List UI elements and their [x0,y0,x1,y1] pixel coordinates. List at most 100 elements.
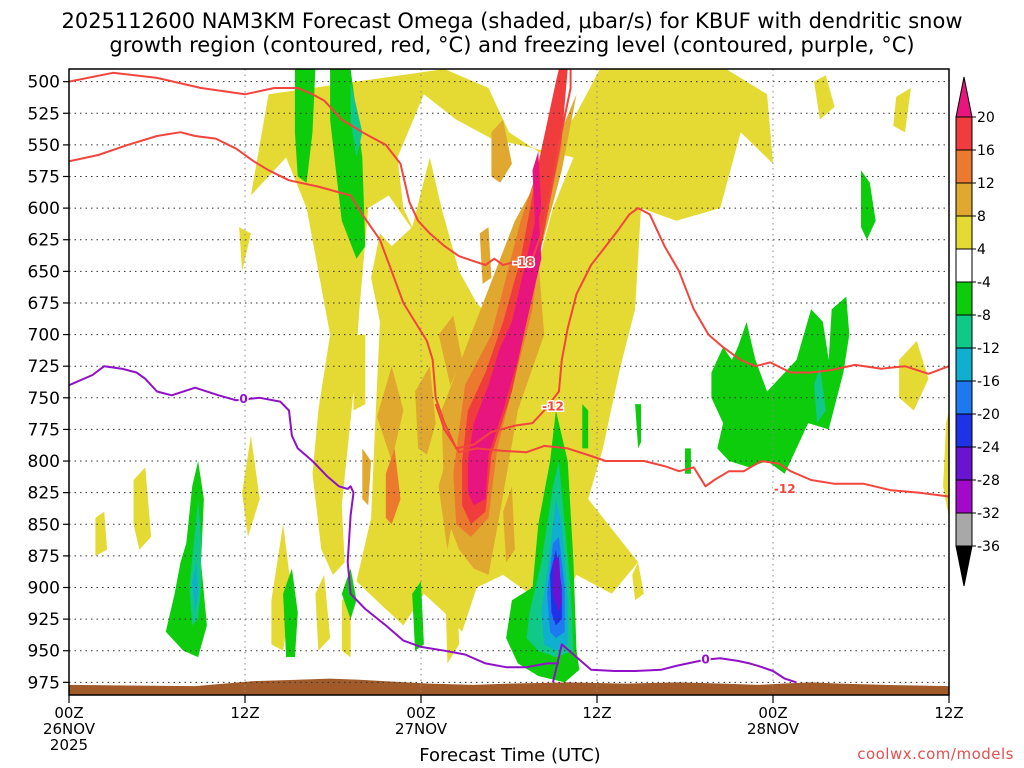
colorbar-label-3: 8 [977,209,986,225]
omega-region-49 [192,562,199,613]
omega-region-40 [711,296,850,474]
omega-region-12 [315,574,331,651]
omega-region-16 [632,562,644,601]
ytick-label-600: 600 [28,199,60,219]
chart-title-line-1: 2025112600 NAM3KM Forecast Omega (shaded… [61,9,963,33]
omega-region-30 [467,208,542,506]
omega-region-31 [532,151,542,234]
colorbar-box-11 [955,479,973,514]
omega-region-35 [283,568,298,658]
colorbar-label-11: -28 [977,473,1000,489]
omega-region-36 [341,568,357,620]
dgz-contour-label-2: -12 [774,482,796,496]
omega-region-8 [133,467,152,550]
ytick-label-900: 900 [28,579,60,599]
colorbar-label-5: -4 [977,275,991,291]
omega-region-28 [385,448,401,525]
ytick-label-725: 725 [28,357,60,377]
colorbar-box-3 [955,215,973,250]
colorbar-label-7: -12 [977,341,1000,357]
omega-region-42 [635,404,641,449]
grid-lines [69,69,949,695]
ytick-label-700: 700 [28,326,60,346]
colorbar-label-2: 12 [977,176,995,192]
credit-text[interactable]: coolwx.com/models [857,745,1014,763]
colorbar-label-1: 16 [977,143,995,159]
ytick-label-525: 525 [28,104,60,124]
ytick-label-650: 650 [28,262,60,282]
omega-region-45 [350,81,363,158]
colorbar-label-13: -36 [977,539,1000,555]
ytick-label-775: 775 [28,420,60,440]
omega-region-32 [294,69,316,183]
colorbar-box-4 [955,248,973,283]
omega-region-24 [479,227,492,284]
omega-region-1 [353,334,366,411]
omega-region-37 [412,581,424,651]
chart-title-line-2: growth region (contoured, red, °C) and f… [109,33,915,57]
colorbar-box-0 [955,116,973,151]
freezing-contour-1 [552,643,797,684]
omega-region-15 [444,536,460,664]
colorbar-box-8 [955,380,973,415]
colorbar-label-4: 4 [977,242,986,258]
xtick-label-0-1: 26NOV [43,720,96,738]
xtick-label-48-1: 28NOV [747,720,800,738]
x-axis-label: Forecast Time (UTC) [419,745,601,766]
dgz-contour-2 [434,403,949,498]
ytick-label-575: 575 [28,167,60,187]
dgz-contour-1 [69,131,949,450]
colorbar-label-12: -32 [977,506,1000,522]
omega-region-43 [685,448,691,474]
colorbar-box-12 [955,512,973,547]
colorbar-box-5 [955,281,973,316]
omega-region-6 [943,410,949,518]
xtick-label-24-1: 27NOV [395,720,448,738]
colorbar-box-6 [955,314,973,349]
freezing-contour-label-1: 0 [701,653,709,667]
colorbar-box-1 [955,149,973,184]
freezing-contour-label-0: 0 [239,392,247,406]
omega-region-19 [438,315,463,386]
xtick-label-0-0: 00Z [54,704,83,722]
omega-region-10 [239,227,251,272]
ytick-label-550: 550 [28,136,60,156]
terrain-fill [69,678,949,695]
xtick-label-60-0: 12Z [934,704,963,722]
colorbar-box-10 [955,446,973,481]
colorbar-label-0: 20 [977,110,995,126]
omega-region-47 [814,366,826,424]
colorbar-label-8: -16 [977,374,1000,390]
omega-region-39 [582,404,589,449]
omega-region-21 [415,366,436,455]
ytick-label-750: 750 [28,389,60,409]
ytick-label-925: 925 [28,610,60,630]
ytick-label-875: 875 [28,547,60,567]
plot-frame [68,68,950,696]
xtick-label-0-2: 2025 [50,736,88,754]
colorbar-label-10: -24 [977,440,1000,456]
omega-region-5 [899,340,929,411]
ytick-label-950: 950 [28,642,60,662]
pressure-axis: 500 525 550 575 600 625 650 675 700 725 750 775 800 8… [28,73,69,693]
omega-region-17 [491,119,512,183]
ytick-label-975: 975 [28,673,60,693]
omega-region-52 [553,555,562,613]
omega-region-41 [861,170,876,240]
omega-region-9 [242,435,260,537]
ytick-label-500: 500 [28,73,60,93]
colorbar-box-9 [955,413,973,448]
colorbar-box-7 [955,347,973,382]
ytick-label-800: 800 [28,452,60,472]
xtick-label-24-0: 00Z [406,704,435,722]
xtick-label-48-0: 00Z [758,704,787,722]
xtick-label-36-0: 12Z [582,704,611,722]
omega-region-7 [95,511,108,556]
dgz-contour-0 [69,69,572,266]
colorbar-bottom-arrow [955,545,973,587]
colorbar: 20 16 12 8 4 -4 -8 -12 -16 -20 -24 -28 -32 -36 [955,76,1000,587]
ytick-label-850: 850 [28,515,60,535]
xtick-label-12-0: 12Z [230,704,259,722]
